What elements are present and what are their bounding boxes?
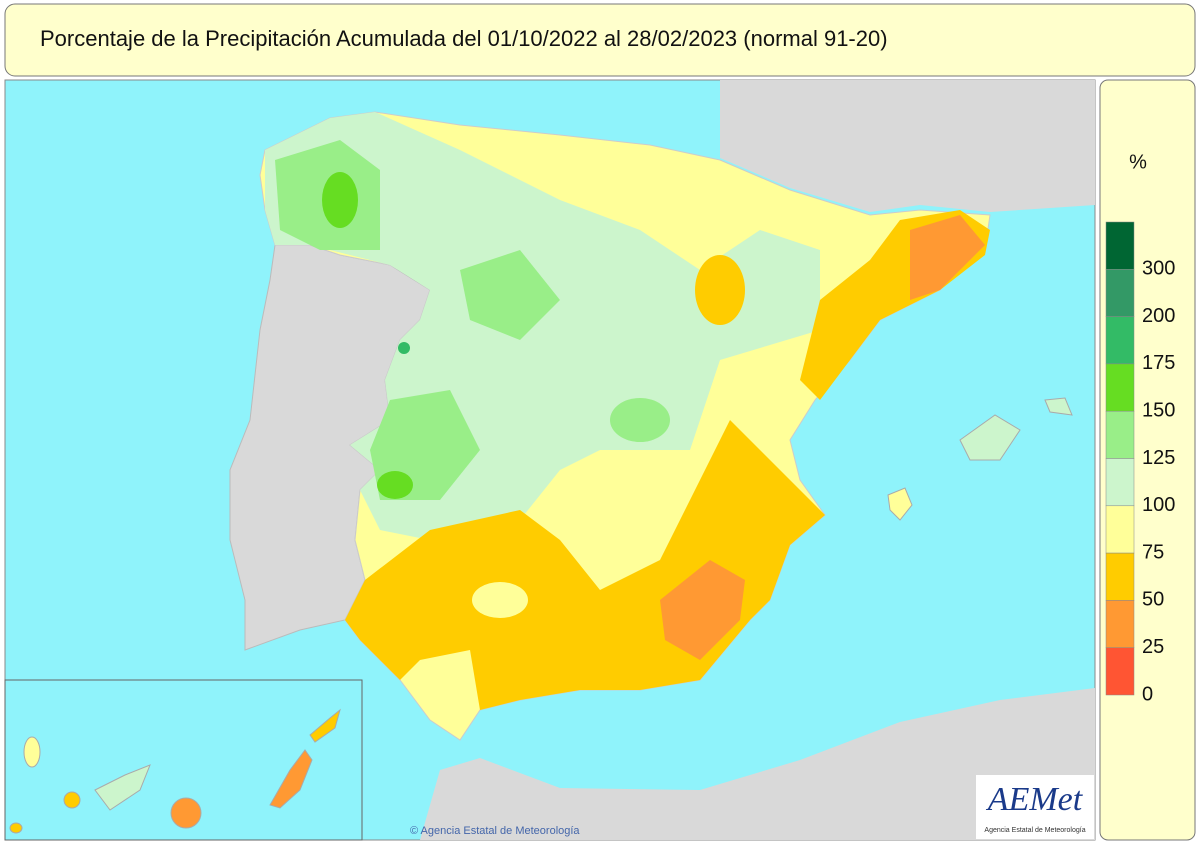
legend-label: 25 [1142, 636, 1164, 658]
logo-name: AEMet [986, 781, 1084, 818]
legend-swatch [1105, 221, 1135, 270]
gran-canaria [170, 797, 202, 829]
legend-label: 125 [1142, 447, 1175, 469]
legend-swatch [1105, 600, 1135, 648]
menorca [1044, 397, 1073, 416]
region-toledo [610, 398, 670, 442]
legend-label: 200 [1142, 305, 1175, 327]
france [720, 80, 1095, 212]
canary-inset [4, 679, 363, 841]
tenerife [94, 764, 151, 811]
lanzarote [309, 708, 341, 743]
fuerteventura [269, 749, 313, 809]
legend-label: 100 [1142, 494, 1175, 516]
region-150 [322, 172, 358, 228]
legend-label: 150 [1142, 399, 1175, 421]
region-cordoba [472, 582, 528, 618]
legend-swatch [1105, 269, 1135, 317]
legend-label: 0 [1142, 683, 1153, 705]
la-gomera [63, 791, 81, 809]
legend-label: 75 [1142, 541, 1164, 563]
legend-swatch [1105, 316, 1135, 365]
region-castilla [460, 250, 560, 340]
legend-label: 175 [1142, 352, 1175, 374]
logo-box [976, 775, 1094, 839]
mallorca [959, 414, 1021, 461]
legend-swatch [1105, 505, 1135, 554]
legend-swatch [1105, 363, 1135, 412]
legend-swatch [1105, 647, 1135, 696]
legend: 300 200 175 150 125 100 75 50 25 0 [1105, 221, 1175, 705]
legend-swatch [1105, 410, 1135, 459]
region-catalonia [910, 215, 985, 300]
la-palma [23, 736, 41, 768]
region-aragon [695, 255, 745, 325]
region-murcia [660, 560, 745, 660]
legend-label: 50 [1142, 589, 1164, 611]
credit: © Agencia Estatal de Meteorología [410, 825, 580, 837]
legend-swatch [1105, 552, 1135, 601]
el-hierro [9, 822, 23, 834]
title: Porcentaje de la Precipitación Acumulada… [40, 26, 888, 51]
map [4, 79, 1096, 841]
legend-swatch [1105, 458, 1135, 507]
region-200 [398, 342, 410, 354]
legend-unit: % [1129, 151, 1147, 173]
africa [420, 688, 1095, 840]
legend-label: 300 [1142, 258, 1175, 280]
region-150b [377, 471, 413, 499]
title-box [4, 3, 1196, 77]
ibiza [887, 487, 913, 521]
logo-subtitle: Agencia Estatal de Meteorología [984, 827, 1085, 834]
